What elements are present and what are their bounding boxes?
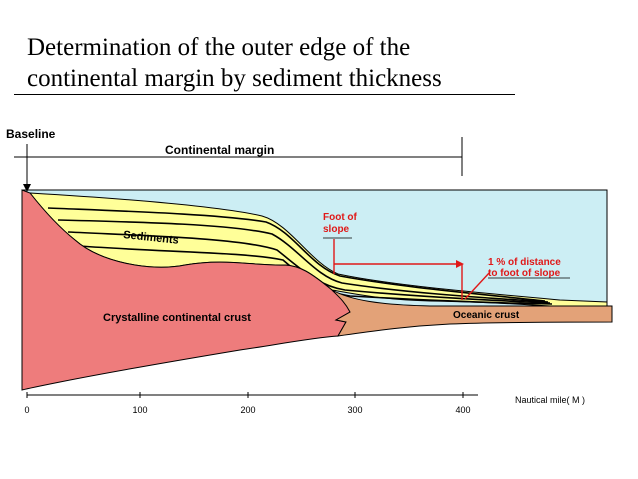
oceanic-crust [331,289,613,337]
foot-of-slope-label-line-1: Foot of [323,212,358,223]
title-underline [14,94,515,95]
baseline-label: Baseline [6,127,56,141]
x-axis-label: Nautical mile( M ) [515,395,585,405]
title-line-2: continental margin by sediment thickness [27,65,442,92]
x-axis-tick-label: 100 [132,405,147,415]
distance-arrow-head [456,260,464,268]
one-percent-pointer [464,271,491,300]
foot-of-slope-label-line-2: slope [323,224,350,235]
x-axis-tick-label: 200 [240,405,255,415]
baseline-arrow-head [23,184,31,192]
x-axis-tick-label: 400 [455,405,470,415]
continental-margin-label: Continental margin [165,143,274,157]
sediments-label: Sediments [123,229,180,247]
sediment-layer-line [47,207,546,302]
sediment-layer-line [57,219,549,303]
page-title: Determination of the outer edge of the c… [27,32,527,94]
one-percent-label-line-1: 1 % of distance [488,257,561,268]
x-axis-tick-label: 0 [24,405,29,415]
crystalline-crust-label: Crystalline continental crust [103,312,251,324]
x-axis-tick-label: 300 [347,405,362,415]
oceanic-crust-label: Oceanic crust [453,310,520,321]
title-line-1: Determination of the outer edge of the [27,34,411,61]
one-percent-label-line-2: to foot of slope [488,268,561,279]
